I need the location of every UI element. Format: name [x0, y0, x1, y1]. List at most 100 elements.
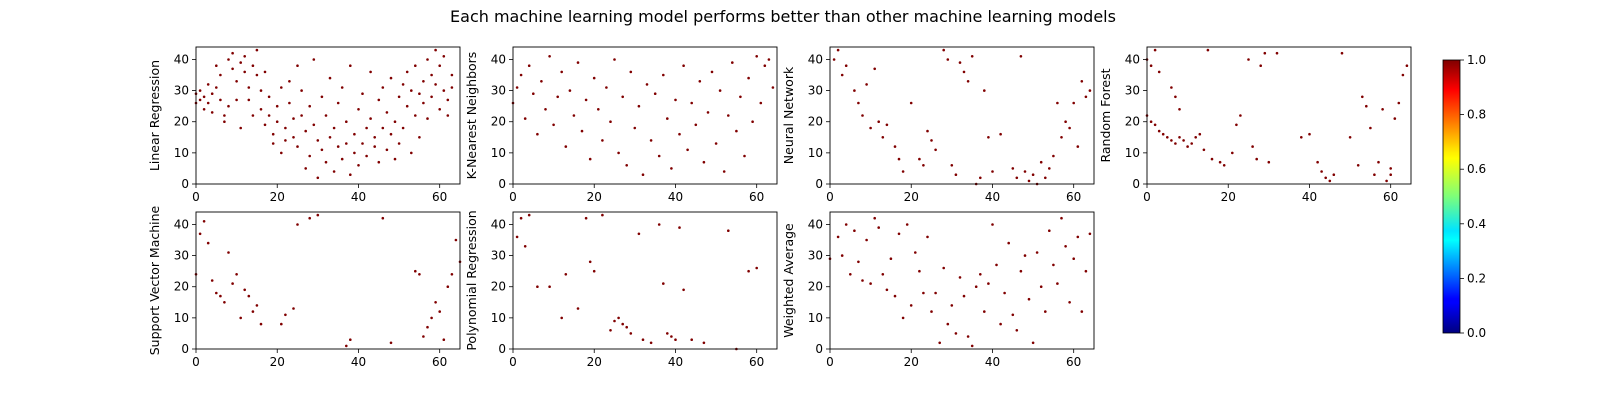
scatter-point [1044, 176, 1047, 180]
scatter-point [1340, 51, 1344, 55]
scatter-point [1377, 160, 1380, 164]
scatter-point [1198, 132, 1202, 136]
subplot-1: 0 20 40 60 0 10 20 30 40 Linear Regression [147, 46, 461, 204]
scatter-point [1316, 160, 1319, 164]
scatter-point [324, 160, 328, 164]
scatter-point [401, 83, 405, 86]
scatter-point [369, 70, 372, 74]
scatter-point [865, 238, 868, 242]
scatter-point [1348, 136, 1352, 139]
scatter-point [312, 58, 316, 61]
scatter-point [613, 58, 616, 61]
scatter-point [934, 291, 937, 295]
scatter-point [657, 223, 661, 226]
x-tick-label: 40 [668, 355, 683, 369]
scatter-point [206, 101, 210, 105]
scatter-point [1080, 310, 1084, 313]
scatter-point [987, 136, 990, 139]
scatter-point [280, 151, 283, 155]
scatter-point [430, 73, 433, 77]
scatter-point [231, 51, 234, 55]
scatter-point [564, 145, 568, 148]
scatter-point [840, 254, 844, 257]
scatter-point [442, 55, 446, 58]
scatter-point [1320, 170, 1323, 173]
subplot-5: 0 20 40 60 0 10 20 30 40 Support Vector Machine [147, 205, 462, 369]
scatter-point [1206, 48, 1210, 52]
scatter-point [275, 120, 279, 123]
y-tick-label: 20 [174, 115, 189, 129]
scatter-point [381, 216, 385, 220]
y-tick-label: 40 [808, 52, 823, 66]
scatter-point [438, 310, 442, 313]
scatter-point [901, 170, 905, 173]
scatter-point [747, 269, 750, 273]
plot-area [1147, 47, 1411, 184]
y-tick-label: 0 [498, 177, 506, 191]
scatter-point [1027, 297, 1031, 301]
scatter-point [682, 288, 685, 292]
scatter-point [223, 114, 226, 117]
scatter-point [974, 285, 978, 289]
y-axis-label: Weighted Average [781, 223, 796, 338]
scatter-point [1056, 282, 1059, 285]
scatter-point [381, 126, 385, 130]
scatter-points [832, 48, 1092, 186]
axes-frame [829, 46, 1095, 185]
scatter-point [292, 307, 295, 310]
colorbar-gradient [1442, 59, 1461, 334]
scatter-point [385, 148, 389, 152]
scatter-point [255, 73, 259, 77]
scatter-points [194, 48, 454, 180]
scatter-point [1161, 132, 1165, 136]
scatter-point [938, 341, 941, 345]
scatter-point [349, 173, 352, 176]
scatter-points [515, 213, 758, 351]
scatter-point [584, 98, 588, 102]
scatter-point [536, 285, 539, 289]
scatter-point [288, 80, 291, 83]
scatter-point [1019, 55, 1023, 58]
scatter-point [999, 322, 1002, 326]
x-tick-label: 40 [985, 190, 1000, 204]
colorbar-tick-label: 0.4 [1467, 217, 1486, 231]
scatter-point [515, 86, 519, 89]
scatter-point [523, 245, 527, 248]
x-tick-label: 60 [1066, 355, 1081, 369]
scatter-point [958, 276, 962, 279]
scatter-point [336, 145, 340, 148]
plot-area [196, 47, 460, 184]
colorbar-tick-label: 0.6 [1467, 162, 1486, 176]
scatter-point [1218, 160, 1222, 164]
scatter-point [601, 139, 604, 142]
scatter-point [296, 145, 299, 148]
scatter-point [1231, 151, 1234, 155]
plot-area [196, 212, 460, 349]
scatter-point [914, 251, 917, 254]
scatter-point [881, 136, 885, 139]
scatter-point [292, 117, 295, 120]
scatter-point [446, 114, 450, 117]
scatter-point [519, 216, 523, 220]
y-tick-label: 30 [808, 249, 823, 263]
scatter-point [247, 294, 251, 298]
scatter-point [397, 142, 401, 145]
x-tick-label: 0 [826, 355, 834, 369]
scatter-point [1194, 136, 1197, 139]
scatter-point [284, 139, 287, 142]
colorbar-tick-label: 1.0 [1467, 53, 1486, 67]
scatter-point [1174, 142, 1177, 145]
scatter-point [702, 160, 706, 164]
scatter-point [349, 338, 352, 342]
y-tick-label: 20 [174, 280, 189, 294]
scatter-point [1035, 251, 1039, 254]
scatter-point [1239, 114, 1242, 117]
scatter-point [434, 301, 437, 304]
scatter-point [397, 95, 401, 99]
scatter-point [922, 291, 925, 295]
scatter-point [662, 73, 665, 77]
scatter-point [422, 335, 425, 338]
scatter-point [430, 95, 433, 99]
scatter-point [641, 173, 645, 176]
scatter-point [1267, 160, 1271, 164]
